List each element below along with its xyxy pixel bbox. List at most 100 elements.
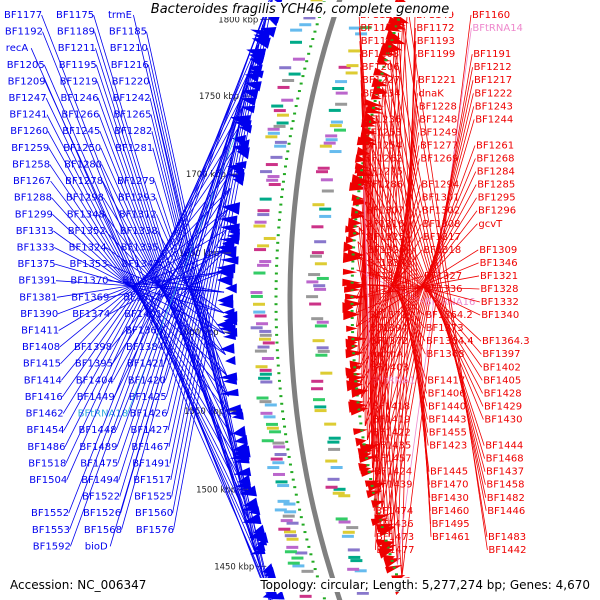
gc-skew-dot <box>361 436 365 439</box>
category-block <box>274 508 287 512</box>
category-block <box>277 85 290 89</box>
gc-skew-dot <box>309 553 313 556</box>
gc-skew-dot <box>366 134 370 137</box>
category-block <box>342 530 355 534</box>
gene-label: BF1309 <box>479 245 517 256</box>
gc-skew-dot <box>280 402 284 405</box>
gc-skew-dot <box>353 373 357 376</box>
gene-label: BF1404 <box>76 375 114 386</box>
category-block <box>338 520 351 524</box>
reverse-gene-arrow <box>346 325 358 332</box>
gene-label: BF1307 <box>366 206 404 217</box>
gc-skew-dot <box>281 410 285 413</box>
gene-label: BF1313 <box>16 226 54 237</box>
label-leader-line <box>393 46 487 511</box>
category-block <box>356 591 369 595</box>
category-block <box>282 514 295 518</box>
gc-skew-dot <box>357 190 361 193</box>
category-block <box>314 405 327 409</box>
gc-skew-dot <box>377 512 381 515</box>
gc-skew-dot <box>370 113 374 116</box>
label-leader-line <box>384 67 473 524</box>
category-block <box>347 548 360 552</box>
label-leader-line <box>371 128 374 433</box>
category-block <box>255 365 268 369</box>
gc-skew-dot <box>283 165 287 168</box>
category-block <box>319 207 332 211</box>
gc-skew-dot <box>392 566 396 569</box>
category-block <box>332 86 345 90</box>
gc-skew-dot <box>277 379 281 382</box>
gene-label: BF1335 <box>121 242 159 253</box>
gc-skew-dot <box>274 287 278 290</box>
gene-label: BF1217 <box>474 75 512 86</box>
category-block <box>314 262 327 266</box>
gc-skew-dot <box>352 239 356 242</box>
category-block <box>359 26 372 30</box>
gc-skew-dot <box>275 341 279 344</box>
label-leader-line <box>171 24 264 497</box>
category-block <box>347 567 360 571</box>
category-block <box>253 224 266 228</box>
gene-label: BF1475 <box>80 458 118 469</box>
label-leader-line <box>109 0 273 547</box>
gene-label: BF1346 <box>480 258 518 269</box>
category-block <box>254 349 267 353</box>
category-block <box>355 32 368 36</box>
label-leader-line <box>359 54 390 538</box>
gene-label: BF1440 <box>428 401 466 412</box>
category-block <box>325 134 338 138</box>
gc-skew-dot <box>311 560 315 563</box>
gc-skew-dot <box>291 120 295 123</box>
category-block <box>253 310 266 314</box>
gc-skew-dot <box>359 176 363 179</box>
category-block <box>338 494 351 498</box>
category-block <box>328 436 341 440</box>
label-leader-line <box>172 4 270 514</box>
gene-label: BF1486 <box>27 442 65 453</box>
gc-skew-dot <box>384 539 388 542</box>
gc-skew-dot <box>315 575 319 578</box>
category-block <box>284 534 297 538</box>
category-block <box>259 400 272 404</box>
gc-skew-dot <box>281 188 285 191</box>
gene-label: BF1421 <box>127 359 165 370</box>
label-leader-line <box>168 85 248 447</box>
gene-label: BF1403 <box>371 362 409 373</box>
gene-label: BF1211 <box>58 43 96 54</box>
category-block <box>311 317 324 321</box>
gene-label: BF1455 <box>429 428 467 439</box>
category-block <box>265 163 278 167</box>
category-block <box>317 349 330 353</box>
gene-label: BF1443 <box>428 414 466 425</box>
gene-label: BF1470 <box>430 480 468 491</box>
gene-label: BF1418 <box>372 401 410 412</box>
forward-gene-arrow <box>220 343 235 354</box>
category-block <box>309 302 322 306</box>
gene-label: BF1553 <box>32 525 70 536</box>
gene-label: BF1250 <box>63 143 101 154</box>
gene-label: BF1247 <box>9 93 47 104</box>
reverse-gene-arrow <box>346 380 364 392</box>
reverse-gene-arrow <box>348 375 366 382</box>
gene-label: BF1560 <box>135 508 173 519</box>
category-block <box>276 113 289 117</box>
gene-label: BF1477 <box>376 545 414 556</box>
category-block <box>338 65 351 69</box>
category-block <box>292 57 305 61</box>
gc-skew-dot <box>322 597 326 600</box>
gene-label: BF1494 <box>81 475 119 486</box>
category-block <box>323 141 336 145</box>
forward-gene-arrow <box>234 160 247 169</box>
gc-skew-dot <box>350 324 354 327</box>
gc-skew-dot <box>380 526 384 529</box>
category-block <box>330 466 343 470</box>
label-leader-line <box>95 64 259 561</box>
category-block <box>263 236 276 240</box>
category-block <box>306 295 319 299</box>
label-leader-line <box>374 19 404 537</box>
reverse-gene-arrow <box>342 268 358 275</box>
gene-label: BF1428 <box>484 388 522 399</box>
gc-skew-dot <box>355 387 359 390</box>
gene-label: BF1193 <box>417 36 455 47</box>
